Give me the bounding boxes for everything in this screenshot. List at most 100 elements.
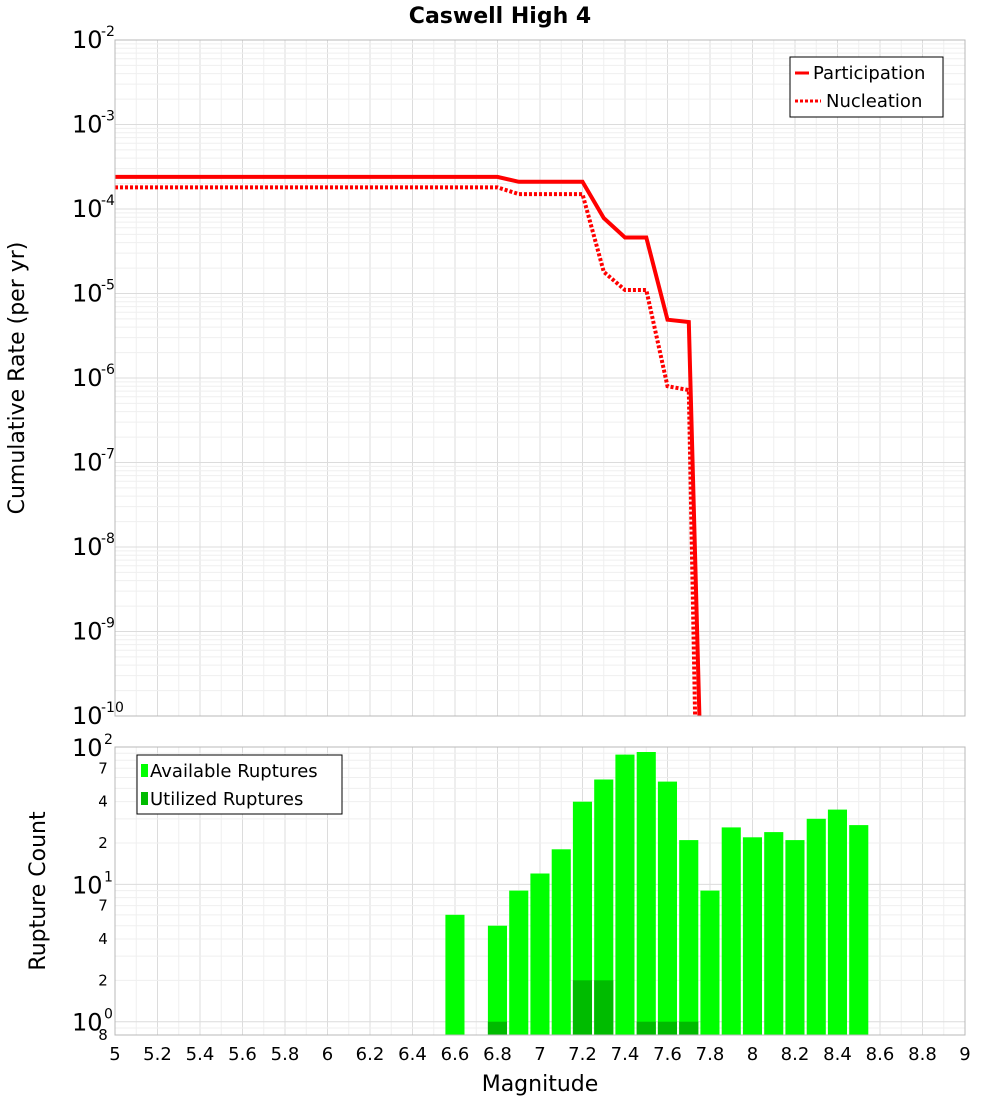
x-tick-label: 9 [959,1044,970,1065]
x-tick-label: 7.4 [611,1044,640,1065]
bar-utilized [636,1021,656,1035]
bar-utilized [487,1021,507,1035]
x-tick-label: 7.2 [568,1044,597,1065]
x-tick-label: 5.8 [271,1044,300,1065]
top-y-tick-label: 10 [72,702,103,730]
x-tick-label: 7.8 [696,1044,725,1065]
top-y-tick-label: 10 [72,533,103,561]
bar-available [849,825,869,1035]
bottom-y-minor-tick-label: 4 [98,930,108,948]
x-tick-label: 8.6 [866,1044,895,1065]
top-y-tick-exponent: -4 [101,193,115,209]
top-grid [114,39,966,717]
bottom-y-minor-tick-label: 4 [98,793,108,811]
bar-available [700,890,720,1035]
chart-title: Caswell High 4 [409,4,591,29]
top-y-tick-label: 10 [72,449,103,477]
top-legend: Participation Nucleation [789,56,944,118]
series-line-nucleation [115,185,698,717]
x-tick-label: 5.2 [143,1044,172,1065]
legend-swatch-utilized [141,792,148,805]
bar-available [530,873,550,1035]
bar-available [445,914,465,1035]
top-y-tick-exponent: -8 [101,531,115,547]
top-y-tick-exponent: -9 [101,616,115,632]
legend-label-nucleation: Nucleation [826,91,922,112]
top-y-tick-label: 10 [72,280,103,308]
bottom-y-tick-exponent: 2 [104,732,113,748]
bar-available [764,832,784,1035]
bottom-y-tick-exponent: 1 [104,869,113,885]
legend-label-participation: Participation [813,63,925,84]
bottom-y-minor-tick-label: 2 [98,834,108,852]
x-ticks: 5 5.2 5.4 5.6 5.8 6 6.2 6.4 6.6 6.8 7 7.2 7.4 7.6 7.8 8… [109,1044,970,1065]
top-y-tick-label: 10 [72,195,103,223]
bottom-y-tick-label: 10 [72,1009,103,1037]
top-series [115,174,702,717]
x-tick-label: 6.6 [441,1044,470,1065]
bar-available [615,754,635,1035]
bar-available [551,849,571,1035]
bar-available [679,840,699,1035]
top-y-tick-label: 10 [72,364,103,392]
x-tick-label: 6 [322,1044,333,1065]
bottom-y-minor-tick-label: 2 [98,971,108,989]
x-axis-label: Magnitude [482,1072,599,1097]
bar-available [657,781,677,1035]
top-plot: 10-210-310-410-510-610-710-810-910-10 Cu… [5,24,966,730]
top-y-tick-label: 10 [72,111,103,139]
bottom-legend-box [136,754,343,815]
bottom-y-minor-tick-label: 7 [98,759,108,777]
legend-swatch-available [141,764,148,777]
x-tick-label: 6.8 [483,1044,512,1065]
x-tick-label: 8.2 [781,1044,810,1065]
bar-utilized [679,1021,699,1035]
top-y-ticks: 10-210-310-410-510-610-710-810-910-10 [72,24,124,730]
x-tick-label: 8.8 [908,1044,937,1065]
bar-available [785,840,805,1035]
x-tick-label: 6.2 [356,1044,385,1065]
top-y-tick-label: 10 [72,618,103,646]
x-tick-label: 7 [534,1044,545,1065]
x-tick-label: 8 [747,1044,758,1065]
top-y-tick-exponent: -10 [101,700,124,716]
bar-utilized [572,980,592,1035]
bar-available [636,752,656,1035]
bar-available [572,801,592,1035]
legend-label-utilized: Utilized Ruptures [150,789,303,810]
bar-available [487,925,507,1035]
bar-utilized [594,980,614,1035]
bottom-y-minor-tick-label: 8 [98,1026,108,1044]
top-y-tick-label: 10 [72,26,103,54]
bar-available [721,827,741,1035]
bar-available [509,890,529,1035]
top-y-tick-exponent: -2 [101,24,115,40]
top-y-tick-exponent: -6 [101,362,115,378]
x-tick-label: 5 [109,1044,120,1065]
bottom-y-minor-tick-label: 7 [98,897,108,915]
top-y-axis-label: Cumulative Rate (per yr) [5,242,30,515]
bottom-y-tick-label: 10 [72,871,103,899]
bottom-plot-frame [114,746,966,1036]
bottom-y-axis-label: Rupture Count [26,811,51,971]
top-legend-box [789,56,944,118]
bottom-legend: Available Ruptures Utilized Ruptures [136,754,343,815]
bottom-y-tick-exponent: 0 [104,1007,113,1023]
top-y-tick-exponent: -7 [101,447,115,463]
bar-available [742,837,762,1035]
x-tick-label: 6.4 [398,1044,427,1065]
bottom-bars [445,752,869,1035]
legend-label-available: Available Ruptures [150,761,318,782]
x-tick-label: 5.4 [186,1044,215,1065]
x-tick-label: 7.6 [653,1044,682,1065]
x-tick-label: 5.6 [228,1044,257,1065]
bar-available [594,779,614,1035]
series-line-participation [115,174,702,717]
bar-available [806,818,826,1035]
bar-available [827,809,847,1035]
x-tick-label: 8.4 [823,1044,852,1065]
top-plot-frame [114,39,966,717]
